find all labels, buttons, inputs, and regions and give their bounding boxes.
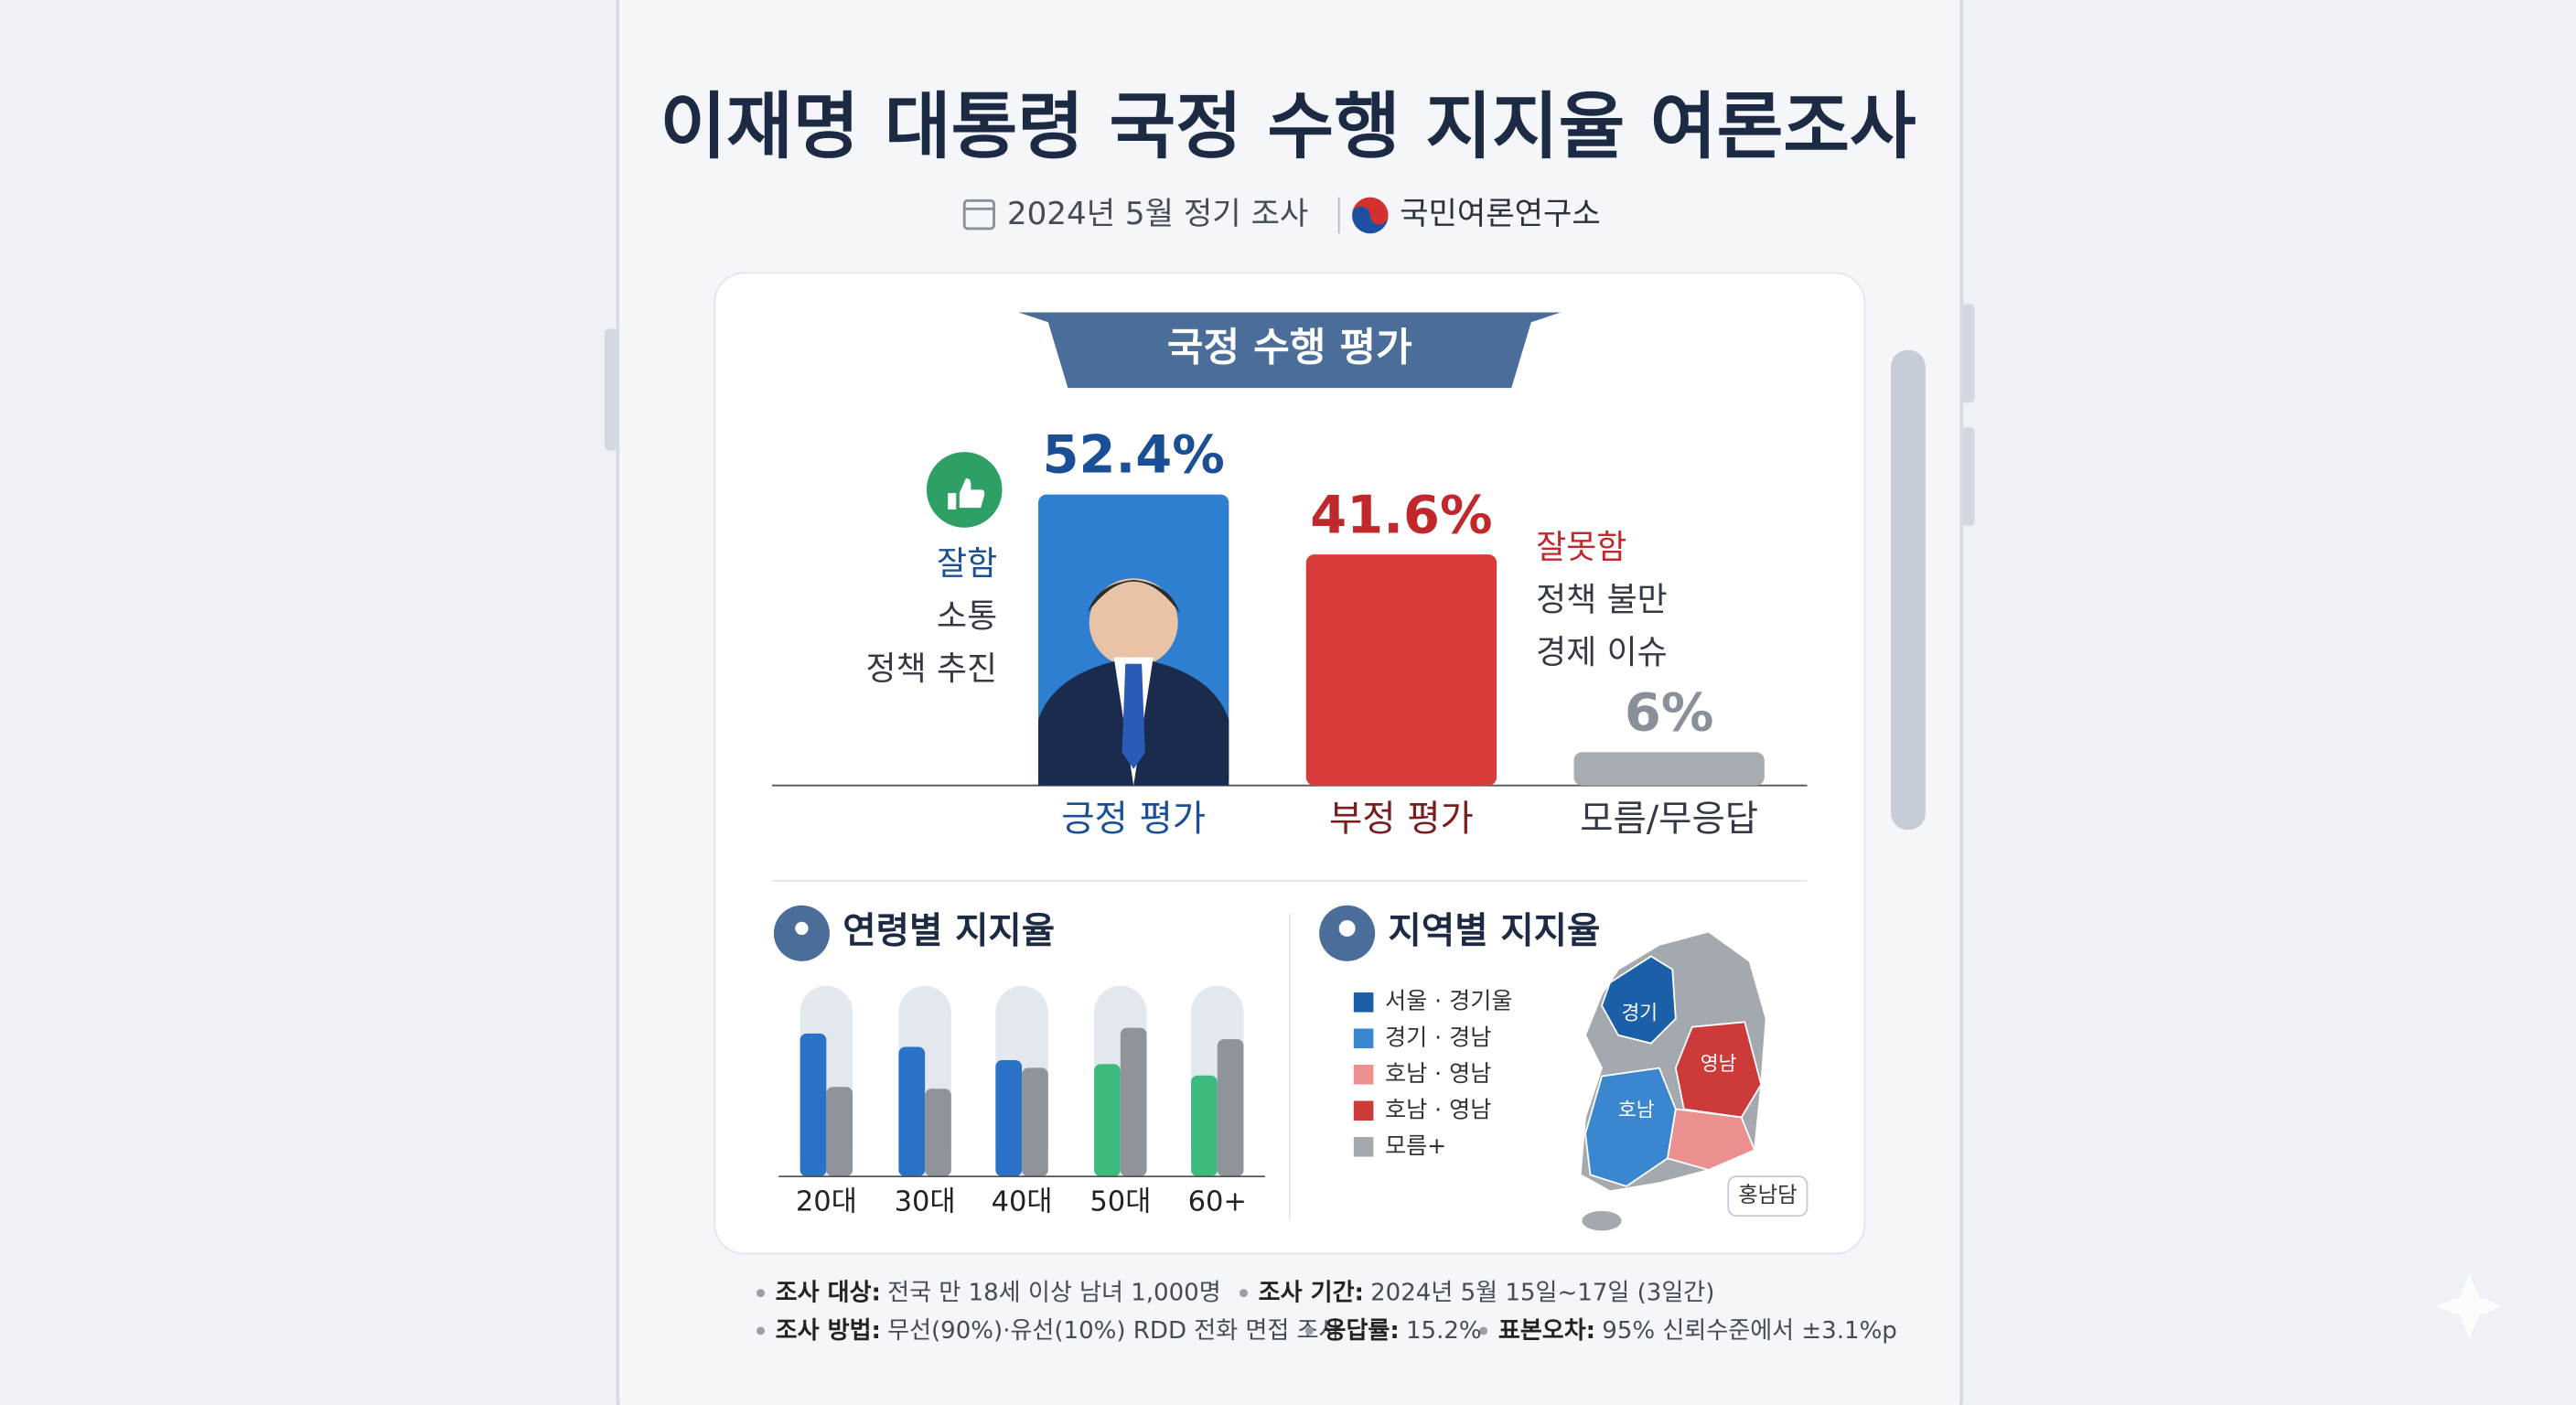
footer-item: 응답률: 15.2% (1325, 1316, 1482, 1344)
value-label: 41.6% (1310, 484, 1492, 545)
footer-label: 조사 기간: (1259, 1279, 1364, 1306)
legend-label: 모름+ (1385, 1132, 1446, 1159)
map-region (1601, 955, 1677, 1045)
footer-text: 15.2% (1406, 1316, 1482, 1344)
reason: 잘함 (937, 545, 997, 583)
bar (826, 1087, 853, 1177)
portrait-tie (1122, 663, 1145, 769)
footer-item: 조사 기간: 2024년 5월 15일~17일 (3일간) (1259, 1279, 1715, 1306)
bullet (757, 1326, 765, 1335)
bullet (1240, 1289, 1248, 1298)
emblem (1352, 197, 1389, 234)
legend-swatch (1353, 992, 1374, 1013)
survey-source: 국민여론연구소 (1400, 196, 1601, 232)
bar (1094, 1064, 1121, 1177)
bar (800, 1033, 827, 1177)
value-label: 52.4% (1043, 424, 1225, 486)
map-label: 경기 (1621, 1002, 1658, 1024)
page-title: 이재명 대통령 국정 수행 지지율 여론조사 (660, 84, 1916, 168)
legend-label: 호남 · 영남 (1385, 1096, 1491, 1122)
category-label: 모름/무응답 (1580, 799, 1758, 841)
value-label: 6% (1625, 681, 1714, 743)
portrait-head (1089, 578, 1178, 668)
category-label: 부정 평가 (1329, 799, 1474, 841)
portrait (1038, 578, 1229, 786)
bar (1120, 1027, 1147, 1177)
bar (1191, 1075, 1218, 1177)
sparkle (2436, 1273, 2503, 1339)
category-label: 60+ (1188, 1185, 1247, 1217)
reason: 경제 이슈 (1536, 634, 1668, 671)
legend-swatch (1353, 1065, 1374, 1085)
section-title: 연령별 지지율 (843, 910, 1055, 952)
bullet (1479, 1326, 1488, 1335)
legend-swatch (1353, 1137, 1374, 1157)
bar (1217, 1039, 1244, 1177)
footer-text: 95% 신뢰수준에서 ±3.1%p (1602, 1316, 1897, 1344)
pin-icon (1338, 919, 1356, 937)
footer-label: 조사 대상: (776, 1279, 881, 1306)
footer-item: 조사 대상: 전국 만 18세 이상 남녀 1,000명 (776, 1279, 1221, 1306)
people-icon (795, 921, 809, 936)
badge (1727, 1175, 1809, 1217)
legend-label: 경기 · 경남 (1385, 1024, 1491, 1050)
bar (898, 1046, 926, 1177)
category-label: 40대 (992, 1185, 1053, 1217)
bar (1022, 1067, 1048, 1177)
bullet (1304, 1326, 1314, 1335)
section-title: 국정 수행 평가 (1167, 325, 1412, 370)
reason: 소통 (937, 598, 997, 636)
bullet (757, 1289, 765, 1298)
ribbon (1018, 312, 1562, 389)
calendar-icon (962, 198, 995, 231)
bar (1305, 554, 1497, 786)
portrait-hair (1087, 580, 1180, 613)
legend-swatch (1353, 1100, 1374, 1121)
bar (1573, 752, 1765, 786)
footer-item: 조사 방법: 무선(90%)·유선(10%) RDD 전화 면접 조사 (776, 1316, 1341, 1344)
map-region (1584, 1067, 1677, 1187)
reason: 잘못함 (1536, 529, 1626, 566)
category-label: 50대 (1089, 1185, 1151, 1217)
bar (925, 1089, 951, 1177)
footer-label: 표본오차: (1498, 1316, 1595, 1344)
survey-date: 2024년 5월 정기 조사 (1007, 196, 1308, 232)
phone-button (604, 328, 618, 451)
category-label: 20대 (796, 1185, 857, 1217)
map-label: 영남 (1701, 1053, 1737, 1076)
footer-label: 조사 방법: (776, 1316, 881, 1344)
footer-text: 2024년 5월 15일~17일 (3일간) (1370, 1279, 1714, 1306)
legend-swatch (1353, 1028, 1374, 1049)
reason: 정책 추진 (866, 650, 998, 688)
footer-text: 전국 만 18세 이상 남녀 1,000명 (887, 1279, 1221, 1306)
bar (995, 1060, 1023, 1177)
map-island (1582, 1210, 1622, 1231)
scrollbar[interactable] (1891, 349, 1926, 831)
phone-button (1961, 304, 1975, 403)
category-label: 긍정 평가 (1061, 799, 1206, 841)
category-label: 30대 (895, 1185, 956, 1217)
thumbs-up-icon (948, 477, 985, 509)
footer-label: 응답률: (1325, 1316, 1400, 1344)
footer-item: 표본오차: 95% 신뢰수준에서 ±3.1%p (1498, 1316, 1897, 1344)
section-title: 지역별 지지율 (1389, 910, 1601, 952)
footer-text: 무선(90%)·유선(10%) RDD 전화 면접 조사 (887, 1316, 1340, 1344)
legend-label: 호남 · 영남 (1385, 1060, 1491, 1087)
phone-button (1961, 427, 1975, 526)
reason: 정책 불만 (1536, 582, 1668, 619)
badge-label: 홍남담 (1738, 1182, 1797, 1207)
legend-label: 서울 · 경기울 (1385, 988, 1513, 1014)
map-label: 호남 (1618, 1099, 1655, 1121)
